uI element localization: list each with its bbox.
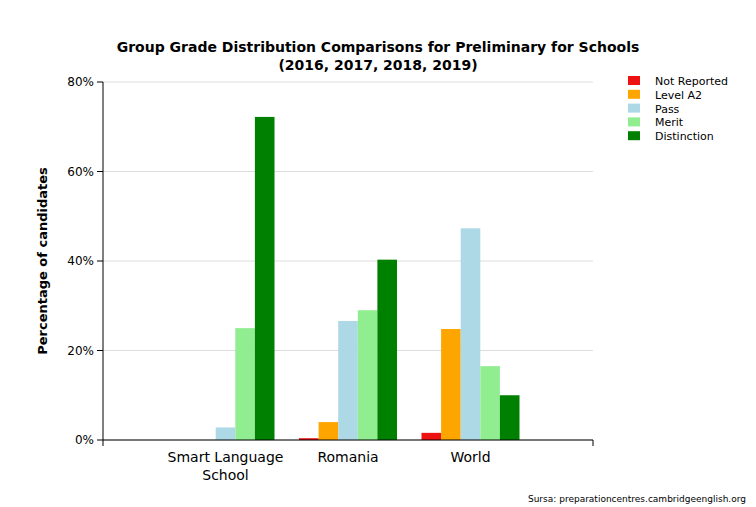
- y-tick: [97, 261, 103, 262]
- x-tick-label: Romania: [317, 449, 378, 465]
- grid-line: [103, 261, 593, 262]
- y-tick-label: 60%: [67, 165, 94, 179]
- y-tick: [97, 350, 103, 351]
- bar: [235, 328, 255, 440]
- bar: [441, 329, 461, 440]
- bar: [461, 228, 481, 440]
- bar: [480, 366, 500, 440]
- y-tick-label: 40%: [67, 254, 94, 268]
- bar: [358, 310, 378, 440]
- source: Sursa: preparationcentres.cambridgeengli…: [528, 494, 746, 504]
- y-tick-label: 0%: [75, 433, 94, 447]
- y-tick: [97, 171, 103, 172]
- y-axis-label: Percentage of candidates: [35, 167, 50, 355]
- legend-label: Merit: [655, 116, 684, 129]
- bar: [255, 117, 275, 440]
- grid-line: [103, 171, 593, 172]
- grid-line: [103, 82, 593, 83]
- legend-swatch: [628, 76, 640, 85]
- y-tick: [97, 82, 103, 83]
- grid-line: [103, 440, 593, 441]
- bar: [500, 395, 520, 440]
- legend-label: Distinction: [655, 130, 714, 143]
- x-axis-end: [593, 440, 594, 446]
- bar: [377, 260, 397, 440]
- bars: [216, 117, 520, 440]
- bar: [216, 427, 236, 440]
- subtitle: (2016, 2017, 2018, 2019): [278, 57, 477, 73]
- bar: [319, 422, 339, 440]
- legend-label: Pass: [655, 103, 680, 116]
- bar: [338, 321, 358, 440]
- y-tick-label: 80%: [67, 75, 94, 89]
- legend-swatch: [628, 90, 640, 99]
- legend-label: Not Reported: [655, 75, 728, 88]
- x-tick-label: Smart LanguageSchool: [168, 449, 284, 483]
- legend-swatch: [628, 131, 640, 140]
- legend-swatch: [628, 104, 640, 113]
- x-tick-label: World: [450, 449, 490, 465]
- x-axis: [103, 440, 593, 441]
- legend-label: Level A2: [655, 89, 702, 102]
- chart: Group Grade Distribution Comparisons for…: [0, 0, 756, 507]
- y-tick: [97, 440, 103, 441]
- bar: [422, 433, 442, 440]
- y-axis: [103, 82, 104, 440]
- y-tick-label: 20%: [67, 344, 94, 358]
- legend-swatch: [628, 117, 640, 126]
- title: Group Grade Distribution Comparisons for…: [117, 39, 640, 55]
- x-axis-end: [103, 440, 104, 446]
